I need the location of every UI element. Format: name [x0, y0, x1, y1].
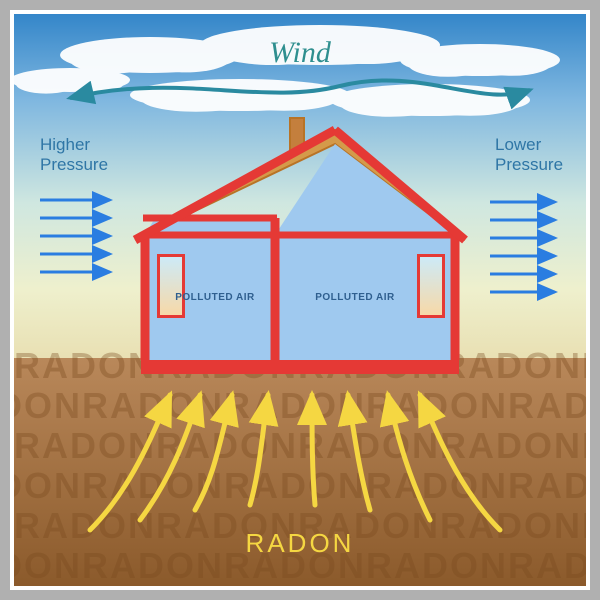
- svg-text:RADONRADONRADONRADONRADONRADON: RADONRADONRADONRADONRADONRADON: [0, 465, 600, 506]
- wind-label: Wind: [240, 36, 360, 70]
- svg-text:RADONRADONRADONRADONRADONRADON: RADONRADONRADONRADONRADONRADON: [14, 425, 600, 466]
- room-label: POLLUTED AIR: [175, 292, 255, 303]
- lower-pressure-label: LowerPressure: [495, 135, 585, 176]
- room-label: POLLUTED AIR: [315, 292, 395, 303]
- radon-label: RADON: [246, 528, 355, 558]
- svg-text:RADONRADONRADONRADONRADONRADON: RADONRADONRADONRADONRADONRADON: [0, 385, 600, 426]
- radon-diagram: RADONRADONRADONRADONRADONRADONRADONRADON…: [0, 0, 600, 600]
- higher-pressure-label: HigherPressure: [40, 135, 130, 176]
